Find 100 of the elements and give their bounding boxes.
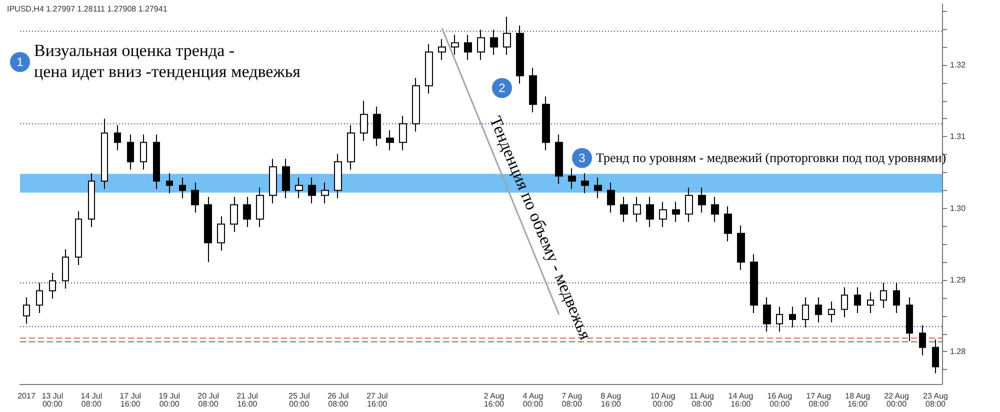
candlestick xyxy=(438,38,446,60)
x-tick-label: 20 Jul 08:00 xyxy=(198,392,220,408)
candlestick xyxy=(893,282,900,314)
x-tick-label: 14 Jul 08:00 xyxy=(80,392,102,408)
candlestick xyxy=(166,172,173,194)
candlestick xyxy=(464,34,472,60)
annotation: Тренд по уровням - медвежий (проторговки под под уровнями) xyxy=(596,150,946,166)
candlestick xyxy=(360,100,368,142)
x-tick-label: 19 Jul 00:00 xyxy=(158,392,180,408)
candlestick xyxy=(88,172,95,228)
candlestick xyxy=(49,272,56,300)
candlestick xyxy=(101,118,108,190)
candlestick xyxy=(841,286,848,318)
number-badge: 3 xyxy=(572,148,592,168)
candlestick xyxy=(412,77,420,132)
candlestick xyxy=(555,134,563,184)
candlestick xyxy=(36,282,43,314)
candlestick xyxy=(633,196,641,222)
candlestick xyxy=(802,296,809,328)
x-tick-label: 4 Aug 00:00 xyxy=(522,392,544,408)
y-tick-label: 1.29 xyxy=(950,276,966,285)
x-tick-label: 22 Aug 00:00 xyxy=(884,392,910,408)
candlestick xyxy=(490,29,498,56)
x-tick-label: 13 Jul 00:00 xyxy=(42,392,64,408)
candlestick xyxy=(828,301,835,323)
candlestick xyxy=(153,134,160,190)
candlestick xyxy=(243,196,251,228)
candlestick xyxy=(789,306,796,328)
candlestick xyxy=(685,187,693,222)
candlestick xyxy=(880,282,887,308)
candlestick xyxy=(919,324,926,356)
x-tick-label: 17 Aug 08:00 xyxy=(806,392,832,408)
candlestick xyxy=(607,182,615,214)
y-tick-label: 1.32 xyxy=(950,60,966,70)
x-tick-label: 18 Aug 16:00 xyxy=(845,392,870,408)
x-tick-label: 8 Aug 16:00 xyxy=(600,392,622,408)
candlestick xyxy=(724,206,732,242)
candlestick xyxy=(646,196,654,228)
x-tick-label: 14 Aug 16:00 xyxy=(728,392,754,408)
candlestick xyxy=(425,44,433,94)
x-tick-label: 7 Aug 08:00 xyxy=(562,392,582,408)
chart-title: IPUSD,H4 1.27997 1.28111 1.27908 1.27941 xyxy=(7,4,168,14)
number-badge: 2 xyxy=(492,78,512,98)
candlestick xyxy=(776,306,783,332)
x-tick-label: 16 Aug 00:00 xyxy=(767,392,792,408)
candlestick xyxy=(191,182,199,214)
candlestick xyxy=(334,153,342,199)
candlestick xyxy=(399,115,407,151)
candlestick xyxy=(854,286,861,314)
candlestick xyxy=(204,196,212,263)
x-tick-label: 10 Aug 00:00 xyxy=(650,392,676,408)
x-tick-label: 11 Aug 08:00 xyxy=(690,392,714,408)
x-tick-label: 17 Jul 16:00 xyxy=(120,392,142,408)
y-tick-label: 1.30 xyxy=(950,204,966,213)
candlestick xyxy=(114,124,121,151)
x-tick-label: 2 Aug 16:00 xyxy=(484,392,505,408)
candlestick xyxy=(698,187,706,214)
x-tick-label: 27 Jul 16:00 xyxy=(366,392,388,408)
candlestick xyxy=(477,29,485,60)
candlestick xyxy=(217,216,225,252)
candlestick xyxy=(594,177,602,199)
x-tick-label: 21 Jul 16:00 xyxy=(236,392,258,408)
candlestick xyxy=(256,187,264,228)
candlestick xyxy=(763,296,771,332)
candlestick xyxy=(581,172,589,194)
y-tick-label: 1.28 xyxy=(950,347,966,356)
candlestick xyxy=(308,177,316,204)
number-badge: 1 xyxy=(10,52,30,72)
y-tick-label: 1.31 xyxy=(950,132,966,142)
x-tick-label: 25 Jul 00:00 xyxy=(288,392,310,408)
candlestick xyxy=(620,196,628,222)
x-tick-label: 26 Jul 08:00 xyxy=(327,392,350,408)
candlestick xyxy=(23,296,30,324)
x-tick-label: 2017 xyxy=(18,392,36,400)
candlestick xyxy=(711,196,719,222)
candlestick xyxy=(672,201,680,222)
candlestick xyxy=(932,339,939,374)
candlestick xyxy=(815,296,822,323)
candlestick xyxy=(295,177,303,199)
candlestick xyxy=(282,158,290,199)
candlestick xyxy=(737,225,745,270)
candlestick xyxy=(347,124,355,170)
candlestick xyxy=(516,25,524,84)
candlestick xyxy=(542,96,550,151)
candlestick xyxy=(386,130,394,151)
candlestick xyxy=(269,158,277,204)
candlestick xyxy=(321,182,329,204)
candlestick xyxy=(179,177,186,199)
candlestick xyxy=(659,201,667,228)
candlestick xyxy=(127,134,134,170)
candlestick xyxy=(503,16,511,56)
candlestick xyxy=(230,196,238,232)
candlestick xyxy=(451,34,459,56)
candlestick xyxy=(568,168,576,190)
candlestick xyxy=(62,248,69,290)
candlestick xyxy=(750,254,758,314)
candlestick xyxy=(529,67,537,113)
candlestick xyxy=(75,210,82,266)
candlestick xyxy=(140,134,147,170)
annotation: Визуальная оценка тренда - цена идет вниз -тенденция медвежья xyxy=(34,40,301,82)
